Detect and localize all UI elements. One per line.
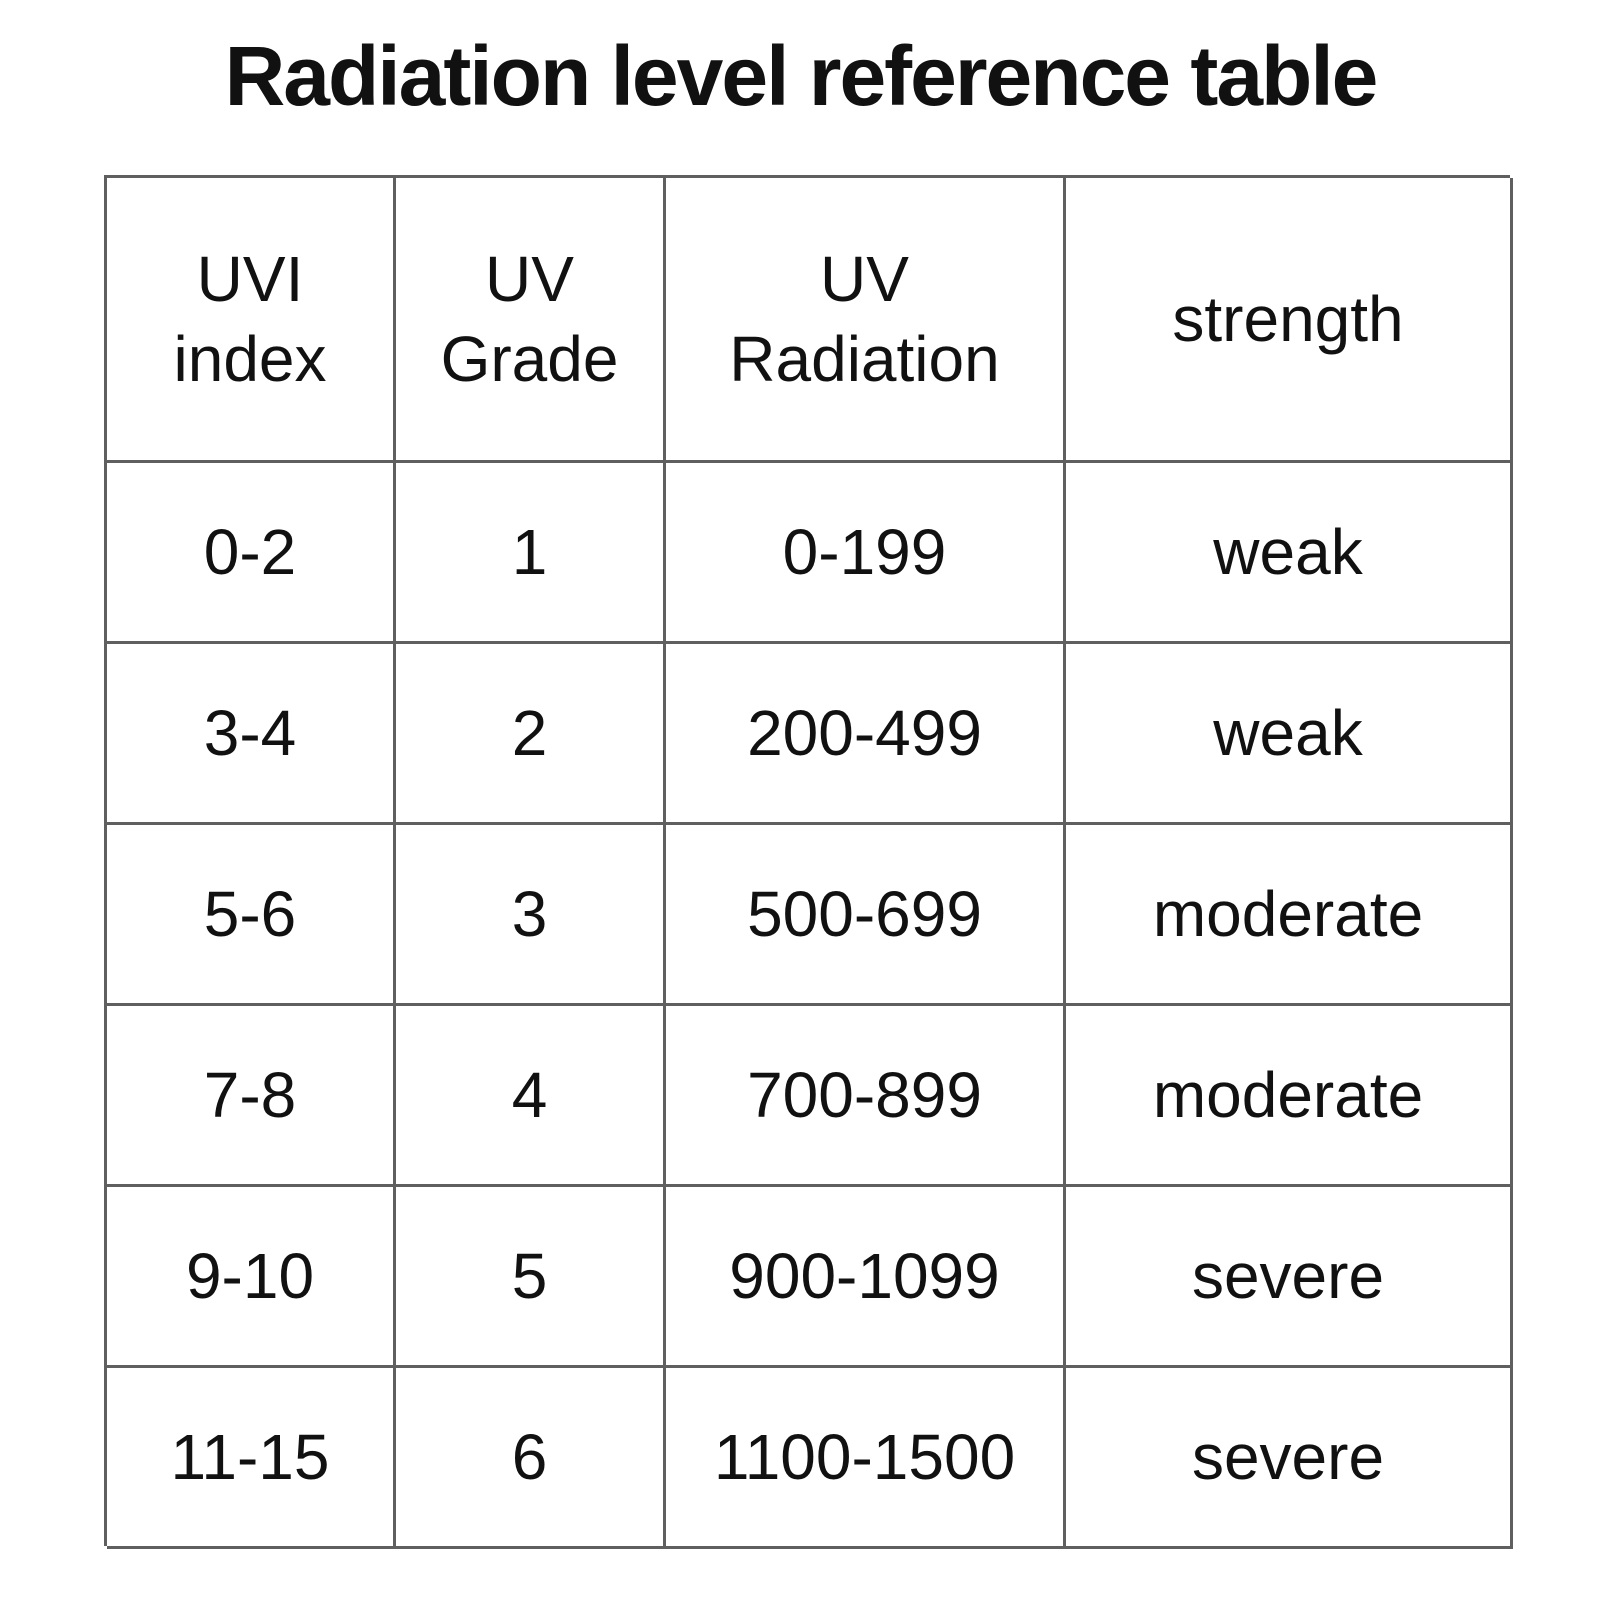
table-cell-uv-grade: 6	[396, 1368, 666, 1549]
table-cell-uv-grade: 1	[396, 463, 666, 644]
table-cell-uvi-index: 3-4	[107, 644, 396, 825]
radiation-reference-table: UVI index UV Grade UV Radiation strength…	[104, 175, 1513, 1549]
table-cell-uv-grade: 5	[396, 1187, 666, 1368]
column-header-uvi-index: UVI index	[107, 178, 396, 463]
table-cell-uv-grade: 2	[396, 644, 666, 825]
table-cell-uv-radiation: 700-899	[666, 1006, 1066, 1187]
table-cell-uvi-index: 7-8	[107, 1006, 396, 1187]
table-cell-uv-radiation: 900-1099	[666, 1187, 1066, 1368]
table-cell-uv-radiation: 500-699	[666, 825, 1066, 1006]
table-cell-uv-radiation: 200-499	[666, 644, 1066, 825]
table-cell-strength: moderate	[1066, 825, 1513, 1006]
table-cell-uv-grade: 4	[396, 1006, 666, 1187]
page-title: Radiation level reference table	[224, 29, 1379, 123]
table-cell-uvi-index: 9-10	[107, 1187, 396, 1368]
table-cell-uvi-index: 0-2	[107, 463, 396, 644]
table-cell-uvi-index: 11-15	[107, 1368, 396, 1549]
table-cell-strength: weak	[1066, 644, 1513, 825]
table-cell-strength: weak	[1066, 463, 1513, 644]
table-cell-uvi-index: 5-6	[107, 825, 396, 1006]
column-header-uv-radiation: UV Radiation	[666, 178, 1066, 463]
table-cell-strength: severe	[1066, 1368, 1513, 1549]
table-cell-uv-radiation: 1100-1500	[666, 1368, 1066, 1549]
table-cell-uv-radiation: 0-199	[666, 463, 1066, 644]
table-cell-strength: moderate	[1066, 1006, 1513, 1187]
column-header-strength: strength	[1066, 178, 1513, 463]
table-cell-strength: severe	[1066, 1187, 1513, 1368]
table-cell-uv-grade: 3	[396, 825, 666, 1006]
column-header-uv-grade: UV Grade	[396, 178, 666, 463]
